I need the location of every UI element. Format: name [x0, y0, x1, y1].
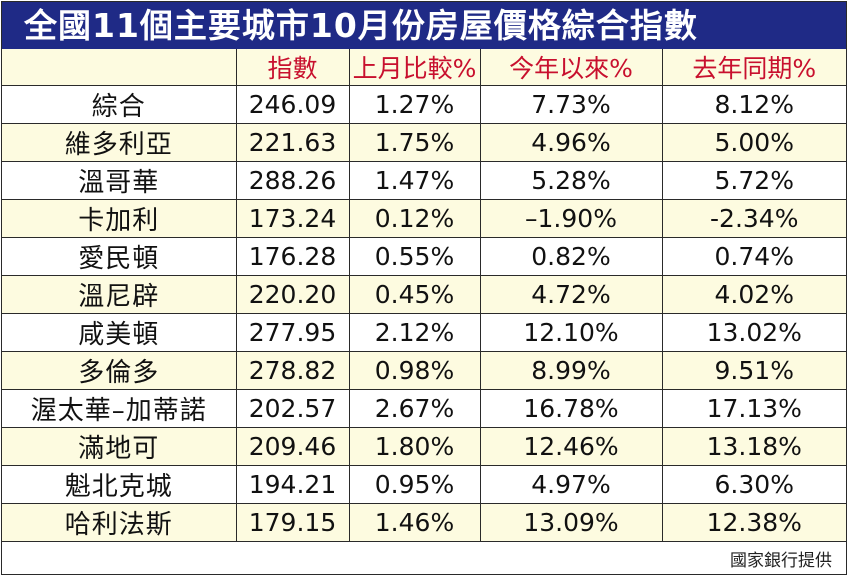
city-cell: 魁北克城 [2, 465, 237, 504]
index-cell: 288.26 [235, 161, 350, 200]
ytd-change-cell: 5.28% [479, 161, 663, 200]
table-row: 卡加利 173.24 0.12% –1.90% -2.34% [2, 199, 846, 238]
city-cell: 卡加利 [2, 199, 237, 238]
yoy-change-cell: 13.02% [661, 313, 846, 352]
header-cell-month-change: 上月比較% [348, 49, 481, 86]
city-cell: 維多利亞 [2, 123, 237, 162]
table-row: 咸美頓 277.95 2.12% 12.10% 13.02% [2, 313, 846, 352]
index-cell: 220.20 [235, 275, 350, 314]
ytd-change-cell: 12.10% [479, 313, 663, 352]
index-cell: 221.63 [235, 123, 350, 162]
month-change-cell: 0.98% [348, 351, 481, 390]
table-row: 魁北克城 194.21 0.95% 4.97% 6.30% [2, 465, 846, 504]
month-change-cell: 1.27% [348, 85, 481, 124]
table-row: 溫哥華 288.26 1.47% 5.28% 5.72% [2, 161, 846, 200]
index-cell: 202.57 [235, 389, 350, 428]
source-credit: 國家銀行提供 [730, 551, 832, 571]
month-change-cell: 0.55% [348, 237, 481, 276]
city-cell: 愛民頓 [2, 237, 237, 276]
yoy-change-cell: 8.12% [661, 85, 846, 124]
table-row: 渥太華–加蒂諾 202.57 2.67% 16.78% 17.13% [2, 389, 846, 428]
table-title: 全國11個主要城市10月份房屋價格綜合指數 [2, 2, 846, 49]
month-change-cell: 2.67% [348, 389, 481, 428]
month-change-cell: 0.95% [348, 465, 481, 504]
index-cell: 209.46 [235, 427, 350, 466]
ytd-change-cell: 4.96% [479, 123, 663, 162]
yoy-change-cell: 9.51% [661, 351, 846, 390]
index-cell: 176.28 [235, 237, 350, 276]
yoy-change-cell: -2.34% [661, 199, 846, 238]
index-cell: 173.24 [235, 199, 350, 238]
month-change-cell: 1.75% [348, 123, 481, 162]
yoy-change-cell: 12.38% [661, 503, 846, 542]
city-cell: 多倫多 [2, 351, 237, 390]
city-cell: 咸美頓 [2, 313, 237, 352]
yoy-change-cell: 4.02% [661, 275, 846, 314]
city-cell: 綜合 [2, 85, 237, 124]
table-row: 溫尼辟 220.20 0.45% 4.72% 4.02% [2, 275, 846, 314]
yoy-change-cell: 17.13% [661, 389, 846, 428]
month-change-cell: 0.45% [348, 275, 481, 314]
yoy-change-cell: 13.18% [661, 427, 846, 466]
table-row: 多倫多 278.82 0.98% 8.99% 9.51% [2, 351, 846, 390]
header-row: 指數 上月比較% 今年以來% 去年同期% [2, 49, 846, 86]
ytd-change-cell: 8.99% [479, 351, 663, 390]
yoy-change-cell: 0.74% [661, 237, 846, 276]
ytd-change-cell: –1.90% [479, 199, 663, 238]
city-cell: 溫哥華 [2, 161, 237, 200]
yoy-change-cell: 6.30% [661, 465, 846, 504]
ytd-change-cell: 0.82% [479, 237, 663, 276]
index-cell: 277.95 [235, 313, 350, 352]
table-row: 維多利亞 221.63 1.75% 4.96% 5.00% [2, 123, 846, 162]
ytd-change-cell: 7.73% [479, 85, 663, 124]
table-row: 哈利法斯 179.15 1.46% 13.09% 12.38% [2, 503, 846, 542]
index-cell: 246.09 [235, 85, 350, 124]
header-cell-index: 指數 [235, 49, 350, 86]
ytd-change-cell: 12.46% [479, 427, 663, 466]
table-row: 愛民頓 176.28 0.55% 0.82% 0.74% [2, 237, 846, 276]
month-change-cell: 1.80% [348, 427, 481, 466]
index-cell: 278.82 [235, 351, 350, 390]
price-index-table: 指數 上月比較% 今年以來% 去年同期% 綜合 246.09 1.27% 7.7… [2, 49, 846, 542]
ytd-change-cell: 4.97% [479, 465, 663, 504]
city-cell: 渥太華–加蒂諾 [2, 389, 237, 428]
header-cell-ytd-change: 今年以來% [479, 49, 663, 86]
index-cell: 179.15 [235, 503, 350, 542]
city-cell: 哈利法斯 [2, 503, 237, 542]
table-row: 滿地可 209.46 1.80% 12.46% 13.18% [2, 427, 846, 466]
table-row: 綜合 246.09 1.27% 7.73% 8.12% [2, 85, 846, 124]
month-change-cell: 2.12% [348, 313, 481, 352]
ytd-change-cell: 16.78% [479, 389, 663, 428]
month-change-cell: 0.12% [348, 199, 481, 238]
month-change-cell: 1.46% [348, 503, 481, 542]
header-cell-yoy-change: 去年同期% [661, 49, 846, 86]
ytd-change-cell: 13.09% [479, 503, 663, 542]
yoy-change-cell: 5.00% [661, 123, 846, 162]
city-cell: 滿地可 [2, 427, 237, 466]
yoy-change-cell: 5.72% [661, 161, 846, 200]
index-cell: 194.21 [235, 465, 350, 504]
header-cell-city [2, 49, 237, 86]
city-cell: 溫尼辟 [2, 275, 237, 314]
ytd-change-cell: 4.72% [479, 275, 663, 314]
month-change-cell: 1.47% [348, 161, 481, 200]
